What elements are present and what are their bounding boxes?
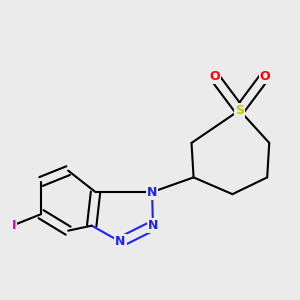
Text: N: N (148, 219, 158, 232)
Text: N: N (147, 186, 157, 199)
Text: N: N (116, 236, 126, 248)
Text: S: S (235, 104, 244, 117)
Text: I: I (11, 219, 16, 232)
Text: O: O (209, 70, 220, 83)
Text: O: O (260, 70, 270, 83)
